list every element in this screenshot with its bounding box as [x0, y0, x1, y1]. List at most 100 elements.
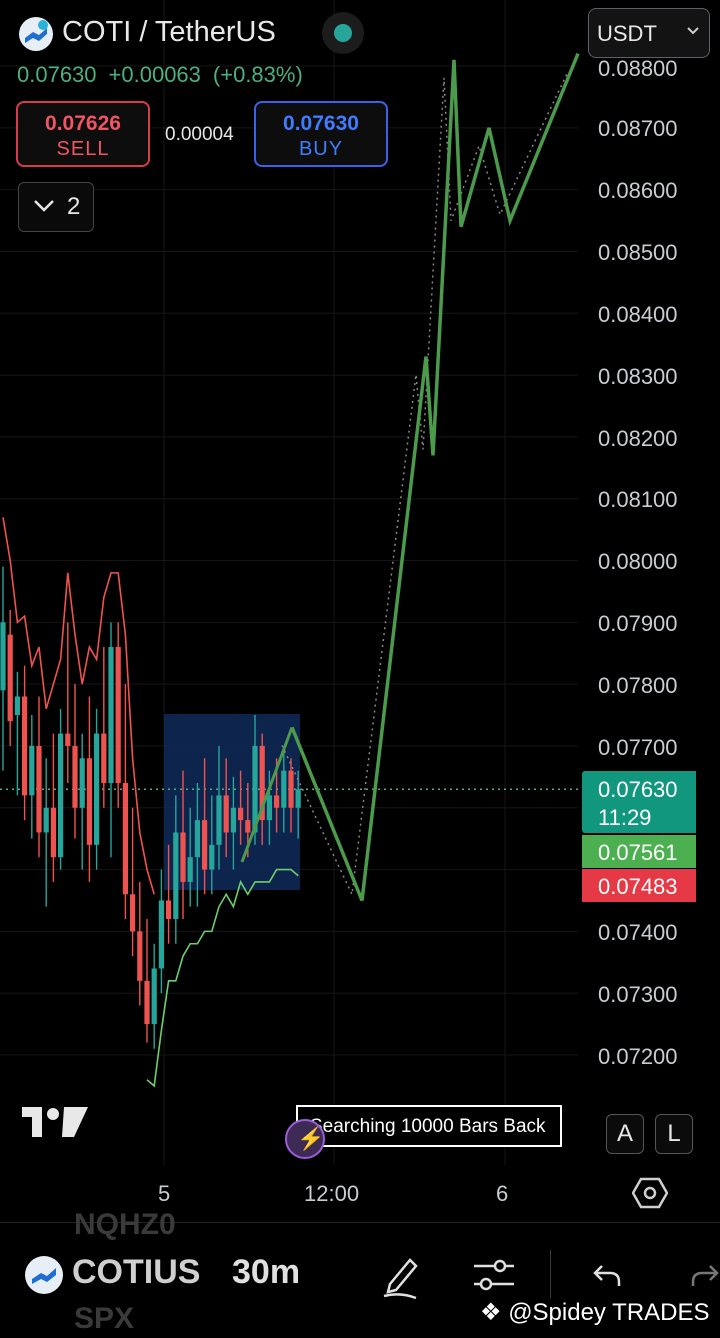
candle-body: [202, 820, 208, 870]
bolt-icon[interactable]: ⚡: [285, 1119, 325, 1159]
price-chart[interactable]: [0, 0, 720, 1222]
projection-ghost-path: [281, 71, 569, 898]
price-change-percent: (+0.83%): [212, 62, 303, 87]
search-status-box: Searching 10000 Bars Back: [296, 1105, 562, 1147]
candle-body: [151, 968, 157, 1025]
candle-body: [94, 733, 100, 845]
ghost-symbol-below: SPX: [74, 1302, 135, 1335]
chart-settings-icon[interactable]: [632, 1176, 668, 1210]
time-axis-label: 12:00: [304, 1181, 360, 1206]
candle-body: [36, 745, 42, 833]
bar-countdown: 11:29: [598, 805, 652, 830]
sell-price: 0.07626: [45, 112, 121, 135]
buy-button[interactable]: 0.07630 BUY: [254, 101, 388, 167]
sell-label: SELL: [56, 138, 110, 160]
indicators-sliders-icon[interactable]: [472, 1254, 516, 1296]
candle-body: [158, 900, 164, 969]
candle-body: [180, 832, 186, 882]
candle-body: [274, 795, 280, 808]
projection-lead-in: [240, 726, 294, 863]
green-level-tag: 0.07561: [582, 835, 696, 868]
price-axis-label: 0.07200: [598, 1044, 678, 1069]
price-axis-label: 0.08500: [598, 240, 678, 265]
chevron-down-icon: [687, 27, 699, 35]
candle-body: [0, 622, 6, 691]
red-level-tag: 0.07483: [582, 869, 696, 902]
price-axis-label: 0.07400: [598, 920, 678, 945]
candle-body: [166, 900, 172, 920]
trend-band-lower: [146, 868, 299, 1088]
candle-body: [43, 807, 49, 833]
author-watermark: ❖ @Spidey TRADES: [480, 1298, 710, 1327]
candle-body: [122, 783, 128, 895]
indicators-count: 2: [67, 193, 81, 220]
currency-selector[interactable]: USDT: [588, 8, 710, 58]
symbol-selector[interactable]: COTIUS: [72, 1253, 201, 1291]
candle-body: [86, 758, 92, 845]
candle-body: [187, 857, 193, 882]
price-axis-label: 0.08200: [598, 426, 678, 451]
buy-price: 0.07630: [283, 112, 359, 135]
price-summary: 0.07630 +0.00063 (+0.83%): [17, 62, 315, 88]
candle-body: [194, 820, 200, 858]
time-axis-label: 5: [158, 1181, 171, 1206]
price-axis-label: 0.07700: [598, 735, 678, 760]
price-axis-label: 0.08300: [598, 364, 678, 389]
candle-body: [101, 733, 107, 784]
candle-body: [144, 980, 150, 1025]
candle-body: [288, 770, 294, 808]
tradingview-logo-icon: [22, 1107, 88, 1137]
candle-body: [230, 807, 236, 833]
price-axis-label: 0.07800: [598, 673, 678, 698]
candle-body: [50, 807, 56, 858]
market-status-indicator[interactable]: [322, 12, 364, 54]
coti-logo-icon: [19, 17, 53, 51]
candle-body: [259, 745, 265, 821]
interval-selector[interactable]: 30m: [232, 1253, 301, 1291]
chevron-down-icon: [34, 200, 54, 212]
candle-body: [58, 733, 64, 858]
symbol-title[interactable]: COTI / TetherUS: [62, 16, 276, 48]
spread-value: 0.00004: [165, 124, 234, 145]
price-axis-label: 0.07300: [598, 982, 678, 1007]
candle-body: [7, 634, 13, 722]
currency-selector-value: USDT: [597, 21, 657, 46]
coti-symbol-icon: [25, 1256, 63, 1294]
bottom-toolbar: [0, 1222, 720, 1338]
sell-button[interactable]: 0.07626 SELL: [16, 101, 150, 167]
trend-band-upper: [2, 517, 155, 895]
candle-body: [281, 770, 287, 808]
candle-body: [209, 844, 215, 870]
price-axis-label: 0.08000: [598, 549, 678, 574]
redo-icon[interactable]: [690, 1262, 720, 1288]
undo-icon[interactable]: [592, 1262, 622, 1288]
candle-body: [65, 733, 71, 746]
buy-label: BUY: [298, 138, 344, 160]
candle-body: [115, 647, 121, 784]
candle-body: [245, 820, 251, 833]
candle-body: [223, 795, 229, 833]
projection-path: [290, 52, 580, 902]
candle-body: [137, 931, 143, 981]
price-axis-label: 0.08800: [598, 56, 678, 81]
price-axis-label: 0.08400: [598, 302, 678, 327]
indicators-toggle-button[interactable]: 2: [18, 182, 94, 232]
candle-body: [79, 758, 85, 808]
watermark-text: @Spidey TRADES: [508, 1299, 710, 1326]
candle-body: [295, 789, 301, 808]
current-price-tag: 0.07630 11:29: [582, 771, 696, 833]
log-scale-button[interactable]: L: [655, 1114, 693, 1154]
price-axis-label: 0.08700: [598, 116, 678, 141]
candle-body: [252, 745, 258, 833]
candle-body: [29, 745, 35, 796]
candle-body: [238, 807, 244, 821]
candle-body: [266, 795, 272, 821]
time-axis-label: 6: [496, 1181, 509, 1206]
pencil-drawing-icon[interactable]: [380, 1252, 420, 1300]
search-status-text: Searching 10000 Bars Back: [310, 1116, 546, 1137]
last-price: 0.07630: [17, 62, 97, 87]
price-axis-label: 0.08600: [598, 178, 678, 203]
auto-scale-button[interactable]: A: [606, 1114, 644, 1154]
price-axis-label: 0.08100: [598, 487, 678, 512]
candle-body: [108, 647, 114, 784]
